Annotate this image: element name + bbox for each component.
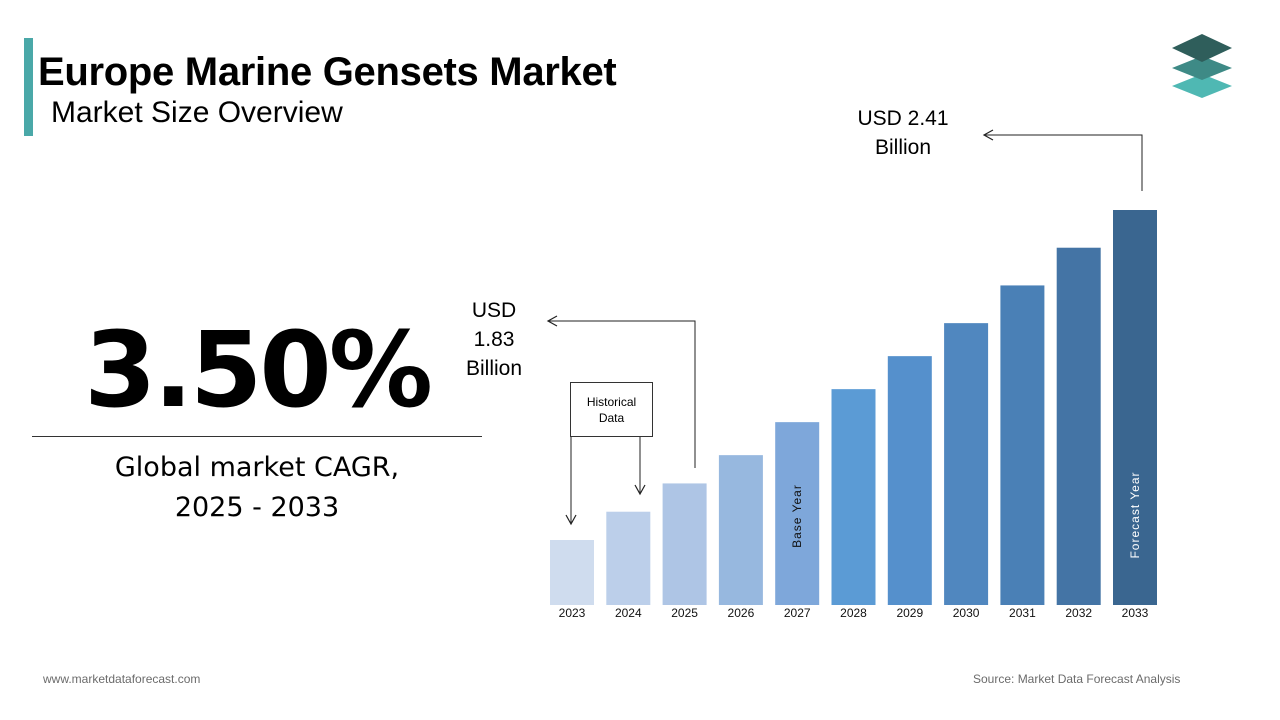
year-label-2029: 2029 xyxy=(896,606,923,620)
bar-2023 xyxy=(550,540,594,605)
start-value-line3: Billion xyxy=(465,357,523,380)
bar-2033 xyxy=(1113,210,1157,605)
callout-connectors xyxy=(546,129,1143,526)
footer-website: www.marketdataforecast.com xyxy=(43,672,201,686)
start-value-connector xyxy=(546,315,696,468)
bar-2030 xyxy=(944,323,989,605)
bar-2032 xyxy=(1056,247,1101,605)
year-labels-layer: 2023 2024 2025 2026 2027 Base Year 2028 2029 203… xyxy=(559,471,1149,620)
bar-2031 xyxy=(1000,285,1045,605)
bar-2029 xyxy=(887,356,932,605)
bar-2026 xyxy=(718,455,763,605)
logo-layer-middle xyxy=(1172,56,1232,80)
end-value-connector xyxy=(982,129,1143,191)
start-value-line1: USD xyxy=(471,299,517,322)
cagr-divider xyxy=(32,436,482,437)
year-label-2024: 2024 xyxy=(615,606,642,620)
year-label-2026: 2026 xyxy=(728,606,755,620)
year-label-2027: 2027 xyxy=(784,606,811,620)
bars-layer xyxy=(550,210,1157,605)
cagr-label: Global market CAGR, 2025 - 2033 xyxy=(32,448,482,528)
start-value-line2: 1.83 xyxy=(473,328,515,351)
year-label-2032: 2032 xyxy=(1065,606,1092,620)
page-subtitle: Market Size Overview xyxy=(51,96,343,129)
bar-2027 xyxy=(775,422,820,605)
end-value-line1: USD 2.41 xyxy=(857,107,949,130)
page-title: Europe Marine Gensets Market xyxy=(38,50,617,94)
year-label-2023: 2023 xyxy=(559,606,586,620)
year-label-2028: 2028 xyxy=(840,606,867,620)
stacked-layers-logo-icon xyxy=(1172,34,1232,98)
end-value-line2: Billion xyxy=(874,136,932,159)
year-label-2033: 2033 xyxy=(1122,606,1149,620)
bar-2028 xyxy=(831,389,876,605)
year-label-2030: 2030 xyxy=(953,606,980,620)
logo-layer-top xyxy=(1172,34,1232,62)
title-accent-bar xyxy=(24,38,33,136)
bar-2025 xyxy=(662,483,707,605)
bar-label-2033: Forecast Year xyxy=(1128,471,1142,558)
year-label-2025: 2025 xyxy=(671,606,698,620)
bar-2024 xyxy=(606,511,651,605)
logo-layer-bottom xyxy=(1172,74,1232,98)
cagr-label-line2: 2025 - 2033 xyxy=(174,492,340,523)
cagr-label-line1: Global market CAGR, xyxy=(114,452,400,483)
start-value-callout: USD 1.83 Billion xyxy=(455,296,533,383)
historical-data-box: Historical Data xyxy=(570,382,653,437)
footer-source: Source: Market Data Forecast Analysis xyxy=(973,672,1181,686)
year-label-2031: 2031 xyxy=(1009,606,1036,620)
bar-label-2027: Base Year xyxy=(790,484,804,548)
cagr-value: 3.50% xyxy=(84,309,433,431)
end-value-callout: USD 2.41 Billion xyxy=(840,104,966,162)
historical-box-line2: Data xyxy=(598,410,625,425)
historical-box-line1: Historical xyxy=(586,394,637,409)
